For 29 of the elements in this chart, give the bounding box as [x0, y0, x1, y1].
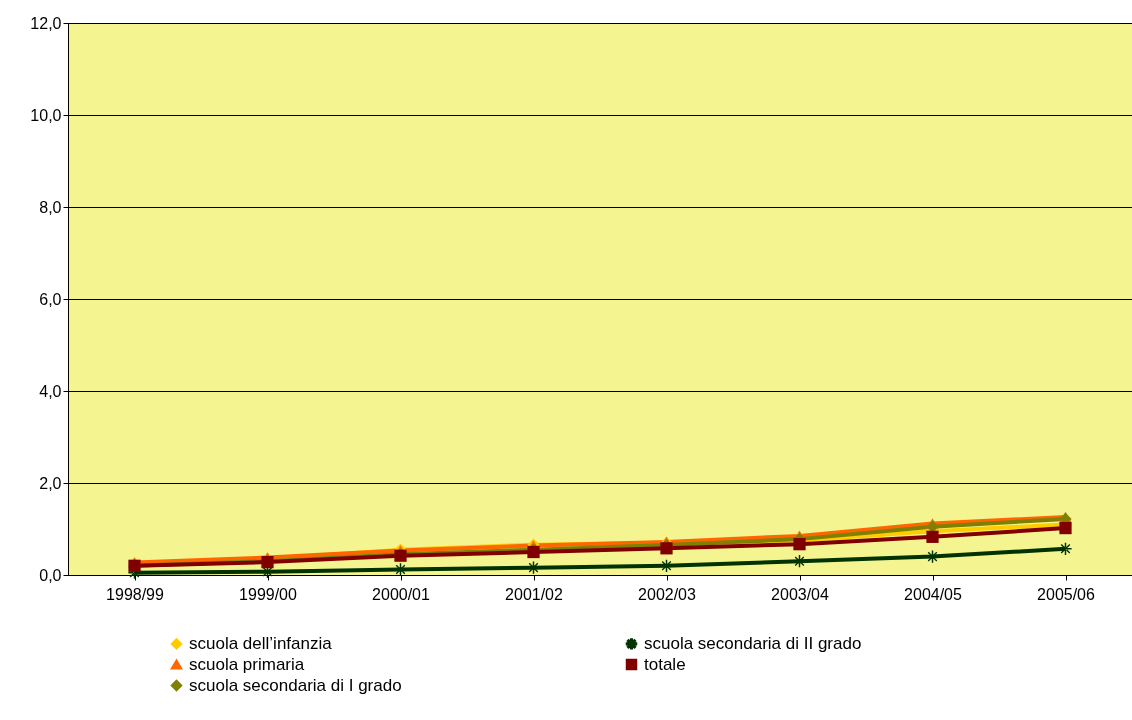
point	[926, 530, 939, 543]
x-tick-label: 2001/02	[505, 585, 564, 603]
y-tick-label: 6,0	[39, 290, 62, 308]
y-tick-label: 0,0	[39, 566, 62, 584]
x-tick-label: 2005/06	[1037, 585, 1096, 603]
x-tick-label: 2003/04	[771, 585, 830, 603]
y-tick-label: 10,0	[30, 106, 62, 124]
point	[926, 550, 939, 563]
x-tick-label: 1999/00	[239, 585, 298, 603]
x-tick-label: 1998/99	[106, 585, 165, 603]
legend-label: scuola primaria	[189, 654, 305, 674]
y-tick-label: 12,0	[30, 14, 62, 32]
point	[793, 555, 806, 568]
y-tick-label: 8,0	[39, 198, 62, 216]
point	[793, 538, 806, 551]
x-tick-label: 2002/03	[638, 585, 697, 603]
legend-label: totale	[644, 654, 686, 674]
point	[1059, 542, 1072, 555]
point	[1059, 521, 1072, 535]
legend-label: scuola secondaria di I grado	[189, 675, 402, 695]
x-tick-label: 2000/01	[372, 585, 431, 603]
point	[660, 559, 673, 572]
x-tick-label: 2004/05	[904, 585, 963, 603]
y-tick-label: 4,0	[39, 382, 62, 400]
point	[527, 561, 540, 574]
y-tick-label: 2,0	[39, 474, 62, 492]
legend-label: scuola dell’infanzia	[189, 633, 333, 653]
legend-label: scuola secondaria di II grado	[644, 633, 862, 653]
point	[394, 563, 407, 576]
